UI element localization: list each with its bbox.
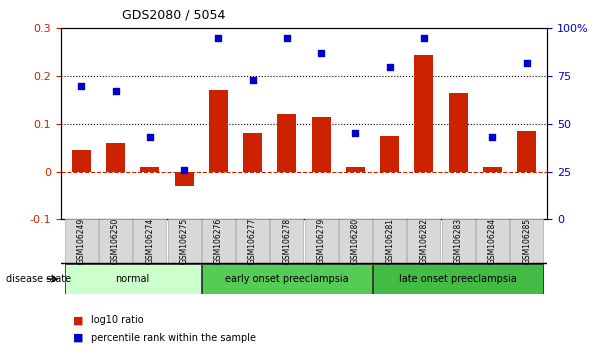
Bar	[449, 93, 468, 172]
Bar	[380, 136, 399, 172]
Text: late onset preeclampsia: late onset preeclampsia	[399, 274, 517, 284]
Bar	[415, 55, 434, 172]
Point	[179, 167, 189, 173]
Text: GSM106274: GSM106274	[145, 218, 154, 264]
Text: early onset preeclampsia: early onset preeclampsia	[225, 274, 348, 284]
Point	[77, 83, 86, 88]
Bar	[373, 219, 406, 263]
Point	[419, 35, 429, 41]
Bar	[373, 264, 543, 294]
Text: GSM106249: GSM106249	[77, 218, 86, 264]
Text: GSM106276: GSM106276	[214, 218, 223, 264]
Bar	[339, 219, 372, 263]
Text: log10 ratio: log10 ratio	[91, 315, 144, 325]
Bar	[517, 131, 536, 172]
Text: GSM106282: GSM106282	[420, 218, 429, 264]
Point	[145, 135, 154, 140]
Point	[351, 131, 361, 136]
Bar	[510, 219, 543, 263]
Text: normal: normal	[116, 274, 150, 284]
Bar	[174, 172, 193, 186]
Bar	[202, 264, 372, 294]
Point	[316, 50, 326, 56]
Bar	[441, 219, 475, 263]
Bar	[209, 91, 228, 172]
Bar	[476, 219, 509, 263]
Point	[385, 64, 395, 69]
Bar	[202, 219, 235, 263]
Text: GSM106280: GSM106280	[351, 218, 360, 264]
Point	[454, 22, 463, 27]
Point	[522, 60, 531, 65]
Bar	[312, 117, 331, 172]
Text: GSM106284: GSM106284	[488, 218, 497, 264]
Bar	[65, 264, 201, 294]
Text: GSM106275: GSM106275	[179, 218, 188, 264]
Bar	[483, 167, 502, 172]
Point	[213, 35, 223, 41]
Bar	[168, 219, 201, 263]
Point	[111, 88, 120, 94]
Bar	[133, 219, 167, 263]
Bar	[271, 219, 303, 263]
Bar	[72, 150, 91, 172]
Point	[282, 35, 292, 41]
Bar	[65, 219, 98, 263]
Bar	[236, 219, 269, 263]
Text: GSM106283: GSM106283	[454, 218, 463, 264]
Text: ■: ■	[73, 333, 83, 343]
Text: percentile rank within the sample: percentile rank within the sample	[91, 333, 256, 343]
Bar	[277, 114, 296, 172]
Text: disease state: disease state	[6, 274, 71, 284]
Text: GDS2080 / 5054: GDS2080 / 5054	[122, 8, 225, 21]
Bar	[243, 133, 262, 172]
Bar	[407, 219, 440, 263]
Bar	[346, 167, 365, 172]
Text: GSM106285: GSM106285	[522, 218, 531, 264]
Text: GSM106250: GSM106250	[111, 218, 120, 264]
Bar	[106, 143, 125, 172]
Text: GSM106279: GSM106279	[317, 218, 326, 264]
Text: GSM106281: GSM106281	[385, 218, 394, 264]
Point	[247, 77, 257, 83]
Text: GSM106277: GSM106277	[248, 218, 257, 264]
Point	[488, 135, 497, 140]
Bar	[140, 167, 159, 172]
Bar	[305, 219, 337, 263]
Bar	[99, 219, 132, 263]
Text: GSM106278: GSM106278	[282, 218, 291, 264]
Text: ■: ■	[73, 315, 83, 325]
